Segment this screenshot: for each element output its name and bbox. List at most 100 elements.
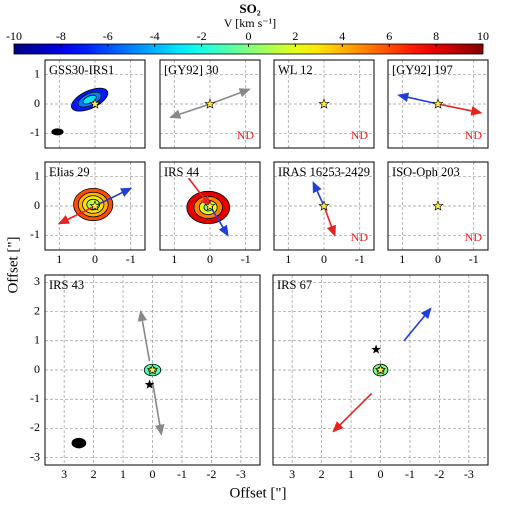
outflow-arrow: [151, 381, 165, 436]
y-axis-label: Offset ["]: [5, 236, 21, 293]
x-tick-label: 1: [56, 252, 62, 266]
panel: 1 0 -1 IRAS 16253-2429 ND: [273, 161, 375, 266]
outflow-arrow: [57, 205, 96, 225]
panel-title: WL 12: [278, 63, 313, 77]
y-tick-label: 0: [34, 198, 40, 212]
y-tick-label: -1: [30, 125, 40, 139]
outflow-arrow: [209, 205, 229, 237]
colorbar-tick-label: 2: [292, 29, 298, 43]
star-marker: [371, 344, 381, 354]
outflow-arrow: [437, 103, 483, 116]
outflow-arrow: [397, 92, 439, 105]
star-marker: [318, 98, 330, 109]
x-tick-label: -3: [464, 467, 474, 481]
x-tick-label: 3: [289, 467, 295, 481]
y-tick-label: 2: [34, 303, 40, 317]
panel: 1 0 -1 ISO-Oph 203 ND: [387, 161, 489, 266]
x-tick-label: 2: [91, 467, 97, 481]
panel-frame: [159, 59, 261, 149]
x-tick-label: 1: [348, 467, 354, 481]
outflow-arrow: [94, 187, 133, 207]
colorbar-tick-label: -2: [197, 29, 207, 43]
panel-title: ISO-Oph 203: [392, 165, 460, 179]
panel: 1 0 -1 IRS 44: [159, 161, 261, 266]
panel: WL 12 ND: [273, 59, 375, 149]
outflow-arrow: [187, 177, 211, 208]
x-tick-label: -1: [405, 467, 415, 481]
outflow-arrow: [403, 307, 432, 342]
panel-title: IRS 44: [164, 165, 200, 179]
panel: [GY92] 197 ND: [387, 59, 489, 149]
outflow-arrow: [137, 309, 151, 362]
panel: -1 0 1 GSS30-IRS1: [30, 59, 146, 149]
x-tick-label: 1: [399, 252, 405, 266]
panel-frame: [273, 59, 375, 149]
panel-title: IRS 43: [49, 278, 84, 292]
panel-title: IRS 67: [277, 278, 312, 292]
colorbar-tick-label: 10: [477, 29, 489, 43]
panel-frame: [44, 59, 146, 149]
y-tick-label: 0: [34, 362, 40, 376]
x-tick-label: 1: [171, 252, 177, 266]
x-tick-label: 0: [435, 252, 441, 266]
x-tick-label: 2: [319, 467, 325, 481]
star-marker: [432, 98, 444, 109]
x-tick-label: 1: [285, 252, 291, 266]
x-tick-label: -2: [206, 467, 216, 481]
beam: [71, 437, 87, 449]
x-axis-label: Offset ["]: [229, 485, 286, 501]
panel-title: [GY92] 30: [164, 63, 219, 77]
x-tick-label: 1: [120, 467, 126, 481]
colorbar-tick-label: 8: [433, 29, 439, 43]
y-tick-label: -3: [30, 449, 40, 463]
panel-frame: [44, 274, 261, 466]
y-tick-label: 0: [34, 96, 40, 110]
colorbar-label: V [km s⁻¹]: [224, 16, 276, 30]
no-detection: ND: [351, 128, 369, 142]
y-tick-label: 1: [34, 168, 40, 182]
panel-frame: [273, 161, 375, 251]
x-tick-label: -2: [434, 467, 444, 481]
star-marker: [204, 98, 216, 109]
colorbar-tick-label: -10: [6, 29, 22, 43]
star-marker: [89, 98, 101, 109]
star-marker: [204, 200, 216, 211]
colorbar-tick-label: 4: [339, 29, 345, 43]
x-tick-label: -1: [177, 467, 187, 481]
x-tick-label: 3: [61, 467, 67, 481]
panel: 3 2 1 0 -1 -2 -3 IRS 67: [272, 274, 489, 481]
no-detection: ND: [351, 230, 369, 244]
panel: [GY92] 30 ND: [159, 59, 261, 149]
colorbar-tick-label: 6: [386, 29, 392, 43]
panel-frame: [272, 274, 489, 466]
colorbar-tick-label: -4: [150, 29, 160, 43]
star-marker: [144, 379, 155, 389]
panel-frame: [387, 59, 489, 149]
x-tick-label: 0: [150, 467, 156, 481]
y-tick-label: 3: [34, 274, 40, 288]
x-tick-label: -1: [126, 252, 136, 266]
x-tick-label: 0: [92, 252, 98, 266]
no-detection: ND: [465, 230, 483, 244]
outflow-arrow: [209, 88, 251, 105]
panel: 3 2 1 0 -1 -2 -3 -3 -2 -1 0 1 2 3 IRS 43: [30, 274, 261, 481]
beam: [51, 128, 64, 136]
no-detection: ND: [465, 128, 483, 142]
x-tick-label: -1: [469, 252, 479, 266]
colorbar-tick-label: 0: [246, 29, 252, 43]
x-tick-label: -1: [355, 252, 365, 266]
star-marker: [318, 200, 330, 211]
outflow-arrow: [312, 181, 325, 207]
x-tick-label: 0: [321, 252, 327, 266]
y-tick-label: -1: [30, 227, 40, 241]
panel-frame: [159, 161, 261, 251]
star-marker: [146, 364, 159, 375]
panel-title: IRAS 16253-2429: [278, 165, 370, 179]
outflow-arrow: [332, 392, 373, 433]
colorbar-tick-label: -8: [56, 29, 66, 43]
star-marker: [89, 200, 101, 211]
x-tick-label: -3: [236, 467, 246, 481]
y-tick-label: 1: [34, 66, 40, 80]
x-tick-label: 0: [207, 252, 213, 266]
